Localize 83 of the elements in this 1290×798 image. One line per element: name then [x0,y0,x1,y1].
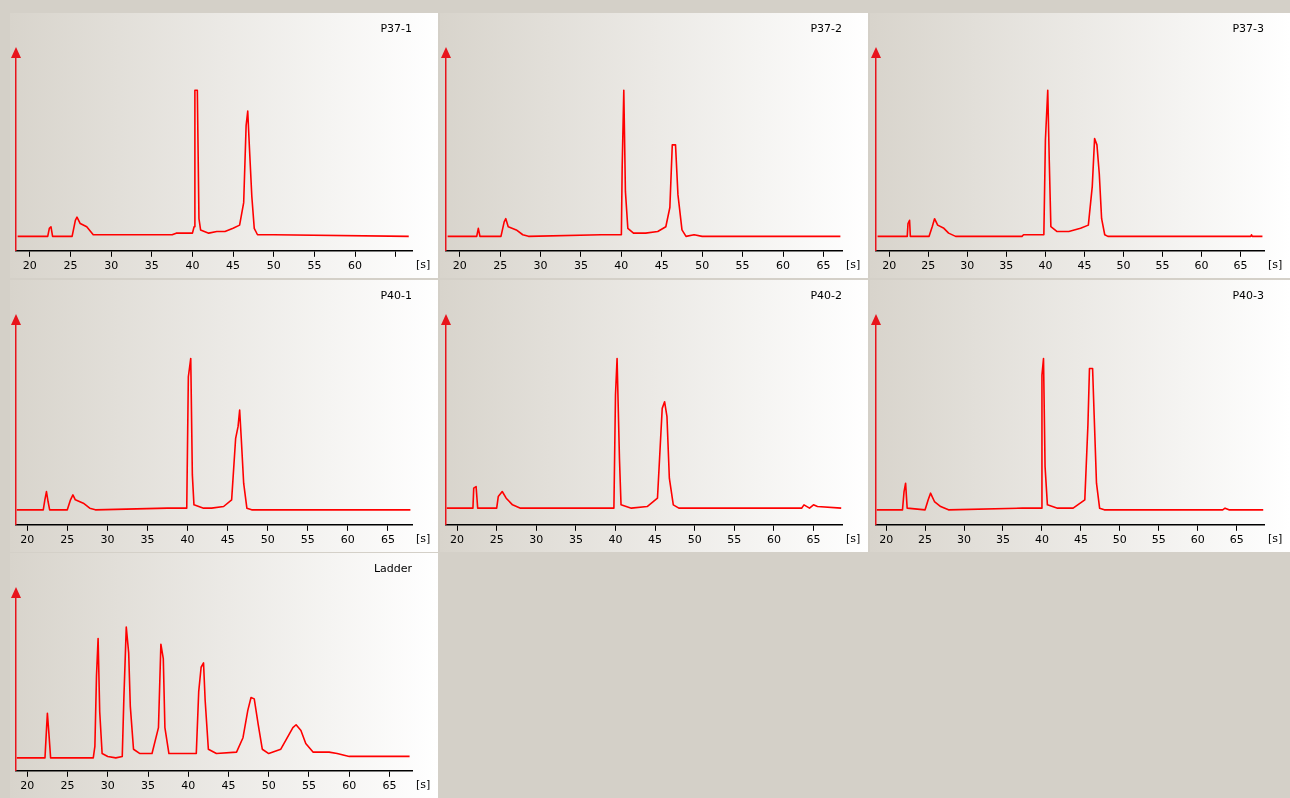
x-tick-label: 35 [141,779,155,793]
x-tick-label: 65 [1233,259,1248,273]
x-tick-label: 20 [450,533,465,547]
x-tick-label: 45 [654,259,669,273]
x-tick-label: 25 [60,779,75,793]
x-axis-title: [s] [846,258,861,272]
x-tick-label: 65 [1229,533,1244,547]
x-tick-label: 35 [144,259,159,273]
x-tick-label: 60 [766,533,781,547]
x-tick-label: 25 [918,533,933,547]
x-tick-label: 60 [348,259,363,273]
x-tick-label: 30 [104,259,119,273]
x-tick-label: 60 [1190,533,1205,547]
x-tick-label: 50 [1116,259,1131,273]
chart-title: P40-3 [1232,289,1264,303]
x-tick-label: 50 [266,259,281,273]
x-tick-label: 30 [533,259,548,273]
x-tick-label: 30 [960,259,975,273]
x-tick-label: 25 [493,259,508,273]
x-tick-label: 40 [181,779,196,793]
x-tick-label: 30 [100,533,115,547]
x-tick-label: 20 [20,533,35,547]
x-axis-title: [s] [416,532,431,546]
x-tick-label: 45 [220,533,235,547]
x-axis-title: [s] [1268,258,1283,272]
x-tick-label: 55 [307,259,322,273]
x-tick-label: 65 [382,779,397,793]
x-tick-label: 35 [573,259,588,273]
x-axis-title: [s] [416,258,431,272]
x-tick-label: 50 [261,779,276,793]
x-tick-label: 55 [1155,259,1170,273]
x-tick-label: 45 [221,779,236,793]
x-tick-label: 50 [695,259,710,273]
x-tick-label: 40 [185,259,200,273]
x-tick-label: 35 [996,533,1010,547]
x-tick-label: 20 [22,259,37,273]
x-tick-label: 20 [452,259,467,273]
x-tick-label: 30 [529,533,544,547]
x-tick-label: 25 [63,259,78,273]
x-tick-label: 20 [882,259,897,273]
chart-title: P40-1 [380,289,412,303]
x-tick-label: 30 [100,779,115,793]
x-tick-label: 25 [921,259,936,273]
x-axis-title: [s] [416,778,431,792]
x-tick-label: 30 [957,533,972,547]
x-tick-label: 40 [614,259,629,273]
x-tick-label: 65 [380,533,395,547]
x-tick-label: 25 [60,533,75,547]
x-tick-label: 20 [20,779,35,793]
x-tick-label: 60 [1194,259,1209,273]
x-tick-label: 65 [816,259,831,273]
x-tick-label: 35 [140,533,155,547]
x-tick-label: 55 [1151,533,1166,547]
chart-title: P37-2 [810,22,842,36]
x-tick-label: 55 [735,259,750,273]
chart-title: P40-2 [810,289,842,303]
x-tick-label: 50 [260,533,275,547]
x-tick-label: 40 [608,533,623,547]
x-tick-label: 65 [806,533,821,547]
x-tick-label: 25 [489,533,504,547]
chart-title: Ladder [373,562,413,576]
x-tick-label: 60 [776,259,790,273]
x-tick-label: 55 [301,779,316,793]
x-tick-label: 55 [300,533,315,547]
x-tick-label: 35 [999,259,1014,273]
x-axis-title: [s] [1268,532,1283,546]
x-tick-label: 45 [226,259,241,273]
x-tick-label: 45 [648,533,663,547]
x-tick-label: 40 [1034,533,1049,547]
x-tick-label: 40 [180,533,195,547]
x-tick-label: 50 [1112,533,1127,547]
x-tick-label: 55 [727,533,742,547]
chart-title: P37-1 [380,22,412,36]
x-tick-label: 35 [568,533,583,547]
x-tick-label: 45 [1073,533,1088,547]
x-tick-label: 20 [879,533,894,547]
x-tick-label: 60 [342,779,357,793]
x-tick-label: 50 [687,533,702,547]
x-axis-title: [s] [846,532,861,546]
x-tick-label: 40 [1038,259,1053,273]
chart-title: P37-3 [1232,22,1264,36]
x-tick-label: 45 [1077,259,1092,273]
x-tick-label: 60 [340,533,355,547]
